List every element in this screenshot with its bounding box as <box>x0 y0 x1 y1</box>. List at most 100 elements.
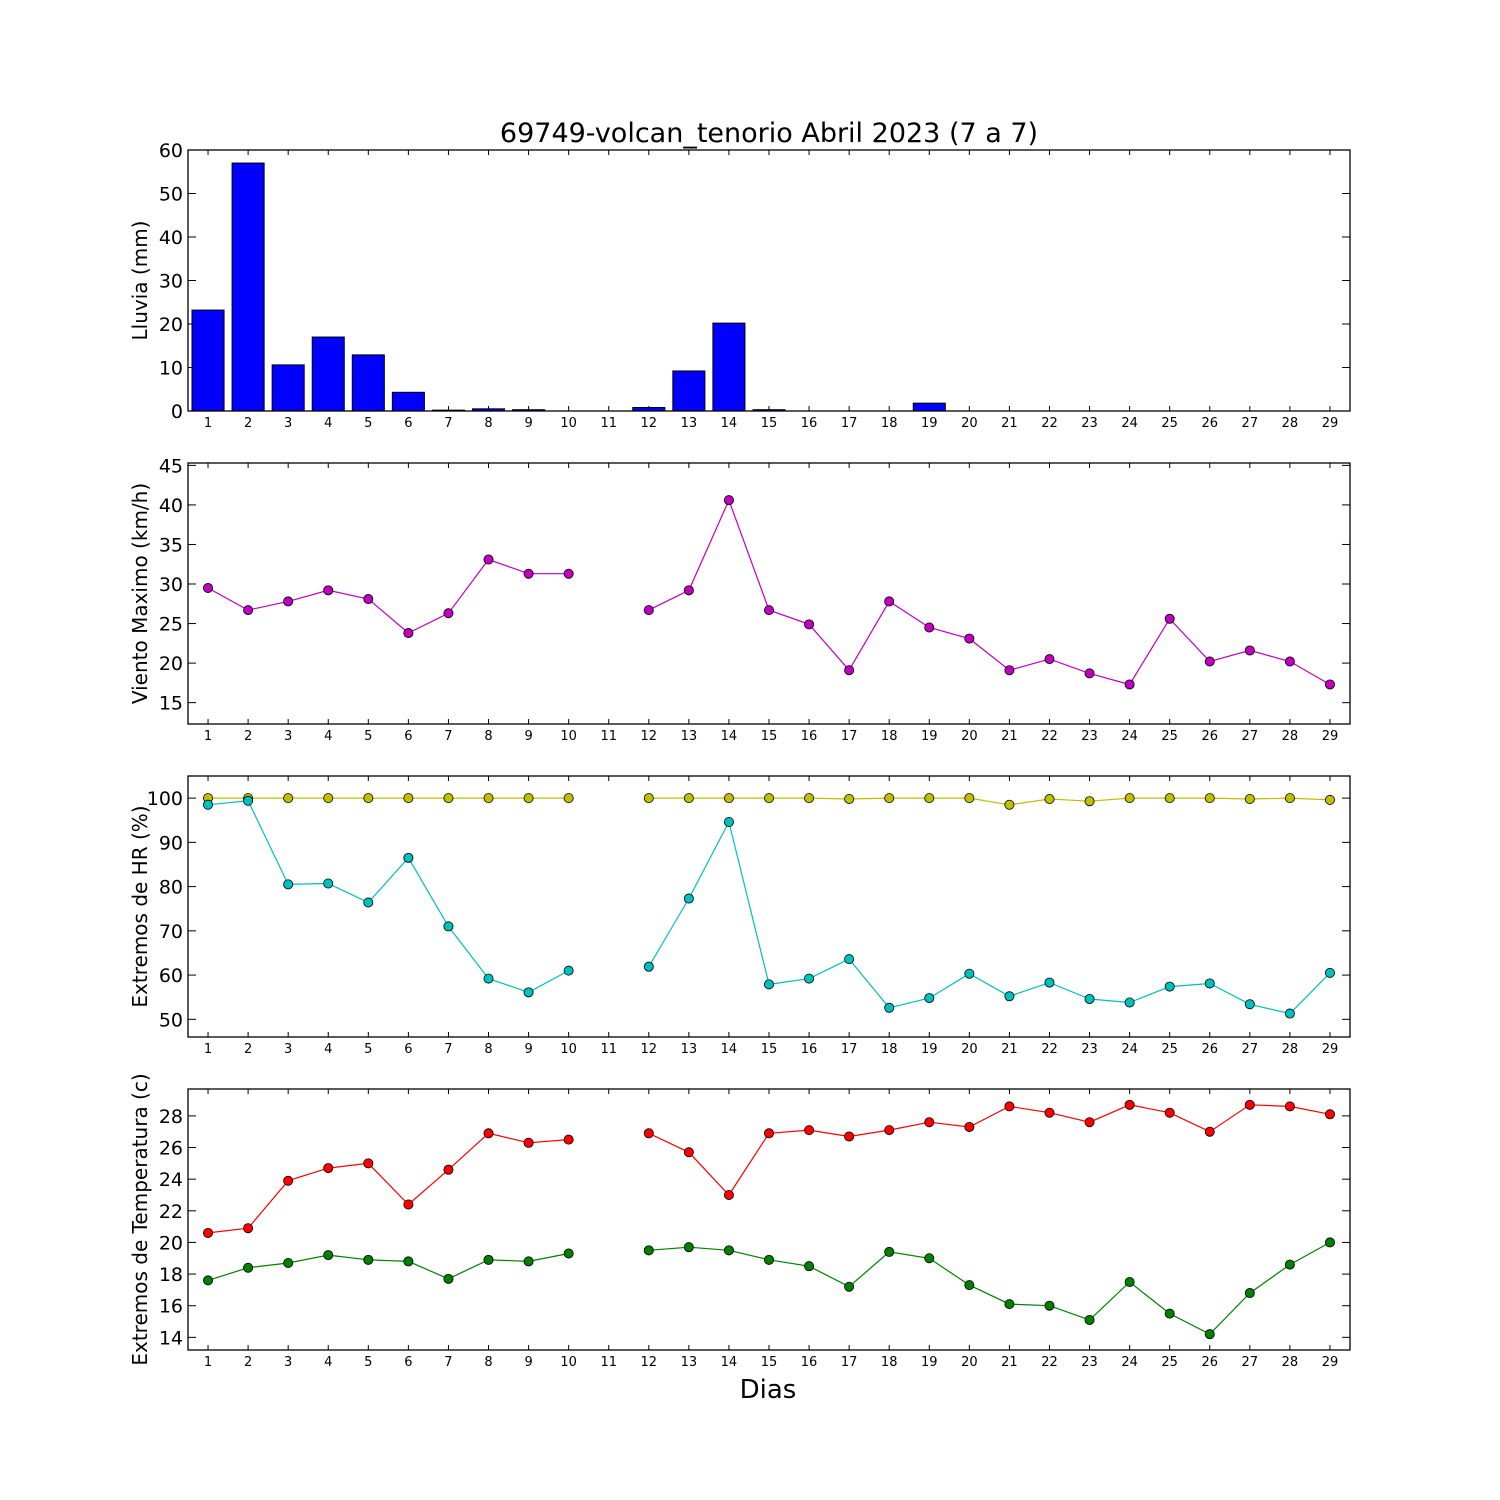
point-s2-day-4 <box>323 878 334 889</box>
x-tick-label: 29 <box>1322 729 1339 744</box>
y-tick-label: 15 <box>159 693 183 715</box>
x-tick-label: 23 <box>1081 416 1098 431</box>
y-tick-label: 45 <box>159 455 183 477</box>
point-s1-day-10 <box>563 568 574 579</box>
point-s2-day-8 <box>483 973 494 984</box>
point-s1-day-28 <box>1284 656 1295 667</box>
x-tick-label: 13 <box>681 1355 698 1370</box>
point-s2-day-14 <box>723 1245 734 1256</box>
point-s1-day-14 <box>723 793 734 804</box>
x-tick-label: 4 <box>324 416 332 431</box>
x-tick-label: 28 <box>1282 1042 1299 1057</box>
point-s2-day-13 <box>683 1242 694 1253</box>
point-s1-day-19 <box>924 1117 935 1128</box>
x-tick-label: 21 <box>1001 729 1018 744</box>
x-tick-label: 1 <box>204 1042 212 1057</box>
y-tick-label: 50 <box>159 184 183 206</box>
point-s2-day-18 <box>884 1002 895 1013</box>
point-s1-day-9 <box>523 568 534 579</box>
y-tick-label: 30 <box>159 271 183 293</box>
point-s1-day-13 <box>683 793 694 804</box>
point-s1-day-3 <box>283 1175 294 1186</box>
x-tick-label: 22 <box>1041 1042 1058 1057</box>
x-tick-label: 16 <box>801 416 818 431</box>
point-s1-day-1 <box>203 1227 214 1238</box>
x-tick-label: 19 <box>921 416 938 431</box>
point-s1-day-5 <box>363 1158 374 1169</box>
x-tick-label: 24 <box>1121 416 1138 431</box>
point-s1-day-29 <box>1324 794 1335 805</box>
x-tick-label: 1 <box>204 416 212 431</box>
x-tick-label: 1 <box>204 729 212 744</box>
x-tick-label: 9 <box>524 729 532 744</box>
x-tick-label: 5 <box>364 729 372 744</box>
plot-frame <box>187 149 1351 412</box>
x-tick-label: 20 <box>961 729 978 744</box>
point-s1-day-24 <box>1124 1099 1135 1110</box>
point-s1-day-4 <box>323 585 334 596</box>
series-line-1 <box>208 797 1331 806</box>
y-axis-label: Viento Maximo (km/h) <box>128 483 152 704</box>
y-tick-label: 14 <box>159 1327 183 1349</box>
x-tick-label: 18 <box>881 1042 898 1057</box>
point-s2-day-7 <box>443 921 454 932</box>
point-s2-day-15 <box>764 979 775 990</box>
y-tick-label: 24 <box>159 1169 183 1191</box>
point-s1-day-27 <box>1244 645 1255 656</box>
x-tick-label: 14 <box>721 729 738 744</box>
point-s2-day-5 <box>363 897 374 908</box>
x-tick-label: 7 <box>444 729 452 744</box>
x-tick-label: 19 <box>921 1355 938 1370</box>
x-tick-label: 10 <box>560 729 577 744</box>
point-s1-day-27 <box>1244 794 1255 805</box>
x-tick-label: 20 <box>961 416 978 431</box>
point-s2-day-26 <box>1204 978 1215 989</box>
x-tick-label: 26 <box>1201 1042 1218 1057</box>
y-axis-label: Lluvia (mm) <box>128 221 152 341</box>
point-s1-day-7 <box>443 793 454 804</box>
x-tick-label: 29 <box>1322 1355 1339 1370</box>
x-tick-label: 8 <box>484 1042 492 1057</box>
y-tick-label: 28 <box>159 1106 183 1128</box>
point-s1-day-4 <box>323 793 334 804</box>
point-s1-day-24 <box>1124 793 1135 804</box>
point-s2-day-16 <box>804 1261 815 1272</box>
chart-title: 69749-volcan_tenorio Abril 2023 (7 a 7) <box>500 118 1038 149</box>
point-s1-day-15 <box>764 793 775 804</box>
x-tick-label: 23 <box>1081 729 1098 744</box>
point-s1-day-13 <box>683 1147 694 1158</box>
x-tick-label: 11 <box>600 416 617 431</box>
bar-day-4 <box>311 336 345 412</box>
point-s2-day-29 <box>1324 1237 1335 1248</box>
point-s1-day-4 <box>323 1163 334 1174</box>
point-s1-day-8 <box>483 554 494 565</box>
point-s1-day-3 <box>283 793 294 804</box>
y-tick-label: 0 <box>171 401 183 423</box>
x-tick-label: 10 <box>560 416 577 431</box>
point-s2-day-20 <box>964 968 975 979</box>
x-tick-label: 13 <box>681 1042 698 1057</box>
point-s1-day-27 <box>1244 1099 1255 1110</box>
x-tick-label: 17 <box>841 416 858 431</box>
x-tick-label: 3 <box>284 416 292 431</box>
y-tick-label: 20 <box>159 653 183 675</box>
x-tick-label: 29 <box>1322 1042 1339 1057</box>
point-s1-day-29 <box>1324 1109 1335 1120</box>
y-tick-label: 22 <box>159 1201 183 1223</box>
x-tick-label: 26 <box>1201 1355 1218 1370</box>
point-s1-day-21 <box>1004 1101 1015 1112</box>
y-axis-label: Extremos de HR (%) <box>128 805 152 1007</box>
point-s2-day-16 <box>804 973 815 984</box>
plot-frame <box>187 462 1351 725</box>
point-s2-day-24 <box>1124 997 1135 1008</box>
point-s1-day-8 <box>483 1128 494 1139</box>
point-s2-day-22 <box>1044 977 1055 988</box>
x-tick-label: 26 <box>1201 729 1218 744</box>
point-s2-day-14 <box>723 817 734 828</box>
point-s1-day-3 <box>283 596 294 607</box>
x-tick-label: 15 <box>761 416 778 431</box>
point-s2-day-1 <box>203 799 214 810</box>
point-s1-day-28 <box>1284 1101 1295 1112</box>
point-s2-day-12 <box>643 961 654 972</box>
x-tick-label: 10 <box>560 1355 577 1370</box>
